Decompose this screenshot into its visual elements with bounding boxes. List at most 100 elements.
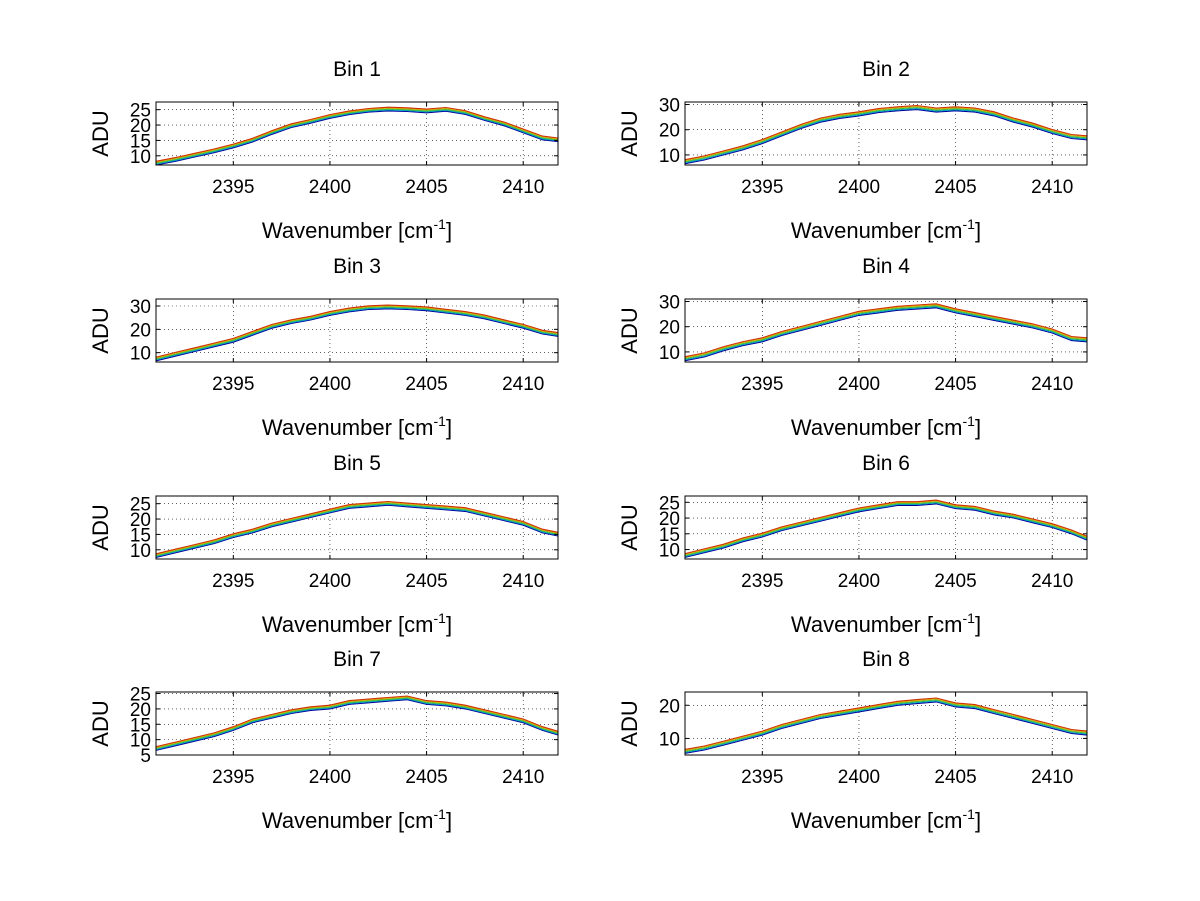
series-line-5 [684,499,1088,555]
series-line-4 [684,304,1088,359]
x-tick-label: 2405 [934,177,976,198]
plot-area [685,692,1087,755]
axes-frame [684,691,1088,756]
y-tick-label: 5 [140,746,151,767]
axes-frame [684,298,1088,363]
y-tick-label: 10 [659,729,680,750]
subplot-title: Bin 1 [333,58,381,81]
x-tick-label: 2395 [212,571,254,592]
series-line-1 [684,109,1088,165]
series-line-3 [155,306,559,360]
x-axis-label-text: Wavenumber [cm [262,808,434,833]
subplot-title: Bin 5 [333,452,381,475]
axes-frame [155,101,559,166]
x-tick-label: 2400 [309,571,351,592]
series-line-3 [155,502,559,557]
x-axis-label-text: Wavenumber [cm [791,218,963,243]
x-tick-label: 2405 [405,374,447,395]
x-tick-label: 2400 [309,374,351,395]
y-axis-label: ADU [617,700,642,746]
y-tick-label: 30 [659,96,680,117]
x-tick-label: 2400 [838,767,880,788]
y-tick-label: 20 [130,320,151,341]
x-axis-label: Wavenumber [cm-1] [791,610,981,637]
series-line-4 [155,501,559,556]
subplot-bin-4: 2395 2400 2405 2410 10 20 30 Bin 4 ADU Wavenumber… [617,255,1088,440]
x-tick-label: 2405 [934,571,976,592]
y-tick-label: 10 [130,344,151,365]
y-tick-label: 25 [130,495,151,516]
x-axis-label: Wavenumber [cm-1] [262,413,452,440]
series-line-4 [155,107,559,163]
y-tick-label: 10 [659,343,680,364]
x-tick-label: 2405 [934,374,976,395]
x-tick-label: 2395 [212,177,254,198]
axes-frame [155,691,559,756]
y-tick-label: 20 [659,696,680,717]
x-axis-label-superscript: -1 [963,216,976,232]
axes-frame [155,298,559,363]
series-line-3 [684,106,1088,163]
x-axis-label-superscript: -1 [434,413,447,429]
x-tick-label: 2405 [405,177,447,198]
x-tick-label: 2395 [212,374,254,395]
series-line-2 [684,700,1088,753]
x-tick-label: 2395 [212,767,254,788]
x-tick-label: 2395 [741,571,783,592]
y-tick-label: 15 [130,525,151,546]
subplot-title: Bin 8 [862,648,910,671]
x-axis-label: Wavenumber [cm-1] [791,413,981,440]
series-line-1 [155,504,559,559]
x-tick-label: 2410 [1031,177,1073,198]
x-tick-label: 2410 [502,571,544,592]
plot-area [685,102,1087,165]
x-tick-label: 2395 [741,767,783,788]
x-axis-label-text: Wavenumber [cm [791,612,963,637]
subplot-bin-8: 2395 2400 2405 2410 10 20 Bin 8 ADU Wavenumber [… [617,648,1088,833]
series-line-1 [684,307,1088,362]
x-axis-label: Wavenumber [cm-1] [262,610,452,637]
x-tick-label: 2410 [502,374,544,395]
series-line-4 [155,305,559,359]
y-tick-label: 15 [130,715,151,736]
series-line-3 [155,697,559,750]
x-axis-label: Wavenumber [cm-1] [791,806,981,833]
series-line-2 [155,109,559,165]
x-tick-label: 2410 [1031,767,1073,788]
x-axis-label-close: ] [446,415,452,440]
y-tick-label: 25 [659,493,680,514]
x-tick-label: 2400 [309,767,351,788]
series-line-5 [684,104,1088,161]
y-tick-label: 20 [659,509,680,530]
axes-frame [684,101,1088,166]
series-line-5 [684,303,1088,358]
x-axis-label-close: ] [446,218,452,243]
x-axis-label-text: Wavenumber [cm [262,415,434,440]
subplot-title: Bin 7 [333,648,381,671]
x-tick-label: 2405 [405,767,447,788]
x-axis-label-superscript: -1 [963,610,976,626]
series-line-2 [684,306,1088,361]
y-tick-label: 25 [130,101,151,122]
y-tick-label: 10 [659,541,680,562]
x-tick-label: 2400 [838,374,880,395]
x-axis-label-close: ] [446,612,452,637]
x-axis-label: Wavenumber [cm-1] [262,806,452,833]
y-tick-label: 30 [659,293,680,314]
series-line-5 [684,697,1088,750]
series-line-1 [155,110,559,166]
x-tick-label: 2400 [838,177,880,198]
x-tick-label: 2410 [1031,374,1073,395]
series-line-3 [684,699,1088,752]
y-tick-label: 20 [659,318,680,339]
x-tick-label: 2400 [838,571,880,592]
x-axis-label-close: ] [975,218,981,243]
subplot-title: Bin 6 [862,452,910,475]
series-line-3 [684,501,1088,557]
